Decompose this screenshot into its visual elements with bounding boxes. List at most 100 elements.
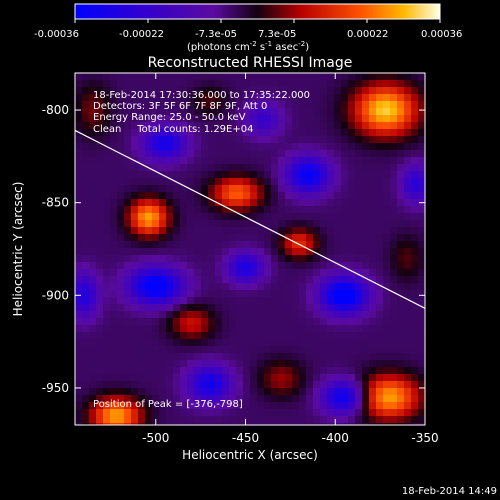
heatmap-cell	[89, 297, 97, 305]
heatmap-cell	[201, 423, 209, 425]
heatmap-cell	[362, 402, 370, 410]
heatmap-cell	[397, 73, 405, 81]
heatmap-cell	[418, 262, 425, 270]
heatmap-cell	[82, 87, 90, 95]
heatmap-cell	[131, 318, 139, 326]
heatmap-cell	[348, 101, 356, 109]
heatmap-cell	[418, 318, 425, 326]
heatmap-cell	[376, 346, 384, 354]
heatmap-cell	[264, 311, 272, 319]
heatmap-cell	[236, 290, 244, 298]
heatmap-cell	[152, 164, 160, 172]
heatmap-cell	[138, 353, 146, 361]
heatmap-cell	[201, 388, 209, 396]
heatmap-cell	[411, 318, 419, 326]
heatmap-cell	[152, 290, 160, 298]
heatmap-cell	[124, 269, 132, 277]
heatmap-cell	[306, 374, 314, 382]
heatmap-cell	[390, 255, 398, 263]
heatmap-cell	[411, 101, 419, 109]
heatmap-cell	[215, 318, 223, 326]
heatmap-cell	[257, 115, 265, 123]
heatmap-cell	[82, 178, 90, 186]
heatmap-cell	[257, 311, 265, 319]
heatmap-cell	[404, 248, 412, 256]
heatmap-cell	[383, 206, 391, 214]
heatmap-cell	[124, 290, 132, 298]
heatmap-cell	[201, 339, 209, 347]
heatmap-cell	[306, 73, 314, 81]
heatmap-cell	[75, 332, 83, 340]
heatmap-cell	[145, 311, 153, 319]
heatmap-cell	[124, 409, 132, 417]
heatmap-cell	[103, 409, 111, 417]
heatmap-cell	[152, 108, 160, 116]
heatmap-cell	[138, 255, 146, 263]
heatmap-cell	[397, 339, 405, 347]
heatmap-cell	[404, 227, 412, 235]
heatmap-cell	[173, 360, 181, 368]
heatmap-cell	[313, 129, 321, 137]
heatmap-cell	[75, 353, 83, 361]
heatmap-cell	[383, 87, 391, 95]
heatmap-cell	[306, 367, 314, 375]
heatmap-cell	[124, 115, 132, 123]
heatmap-cell	[145, 234, 153, 242]
heatmap-cell	[264, 423, 272, 425]
heatmap-cell	[334, 304, 342, 312]
heatmap-cell	[215, 220, 223, 228]
heatmap-cell	[124, 248, 132, 256]
heatmap-cell	[376, 283, 384, 291]
heatmap-cell	[320, 311, 328, 319]
heatmap-cell	[82, 199, 90, 207]
heatmap-cell	[187, 269, 195, 277]
heatmap-cell	[131, 164, 139, 172]
heatmap-cell	[89, 164, 97, 172]
heatmap-cell	[250, 150, 258, 158]
heatmap-cell	[285, 143, 293, 151]
heatmap-cell	[145, 87, 153, 95]
heatmap-cell	[285, 206, 293, 214]
heatmap-cell	[411, 185, 419, 193]
heatmap-cell	[411, 241, 419, 249]
heatmap-cell	[411, 381, 419, 389]
heatmap-cell	[236, 402, 244, 410]
heatmap-cell	[166, 255, 174, 263]
heatmap-cell	[334, 73, 342, 81]
heatmap-cell	[390, 325, 398, 333]
heatmap-cell	[250, 87, 258, 95]
heatmap-cell	[320, 276, 328, 284]
heatmap-cell	[327, 388, 335, 396]
heatmap-cell	[236, 213, 244, 221]
heatmap-cell	[383, 374, 391, 382]
heatmap-cell	[75, 206, 83, 214]
heatmap-cell	[278, 192, 286, 200]
heatmap-cell	[411, 129, 419, 137]
heatmap-cell	[89, 402, 97, 410]
heatmap-cell	[299, 360, 307, 368]
heatmap-cell	[103, 199, 111, 207]
heatmap-cell	[376, 374, 384, 382]
heatmap-cell	[411, 115, 419, 123]
heatmap-cell	[145, 423, 153, 425]
heatmap-cell	[215, 150, 223, 158]
heatmap-cell	[369, 332, 377, 340]
heatmap-cell	[215, 402, 223, 410]
heatmap-cell	[348, 248, 356, 256]
heatmap-cell	[173, 248, 181, 256]
heatmap-cell	[320, 199, 328, 207]
heatmap-cell	[348, 325, 356, 333]
heatmap-cell	[299, 220, 307, 228]
heatmap-cell	[285, 115, 293, 123]
heatmap-cell	[208, 297, 216, 305]
heatmap-cell	[222, 73, 230, 81]
heatmap-cell	[369, 367, 377, 375]
heatmap-cell	[110, 255, 118, 263]
heatmap-cell	[278, 178, 286, 186]
heatmap-cell	[299, 304, 307, 312]
heatmap-cell	[320, 115, 328, 123]
heatmap-cell	[278, 416, 286, 424]
heatmap-cell	[411, 199, 419, 207]
heatmap-cell	[236, 143, 244, 151]
heatmap-cell	[334, 276, 342, 284]
